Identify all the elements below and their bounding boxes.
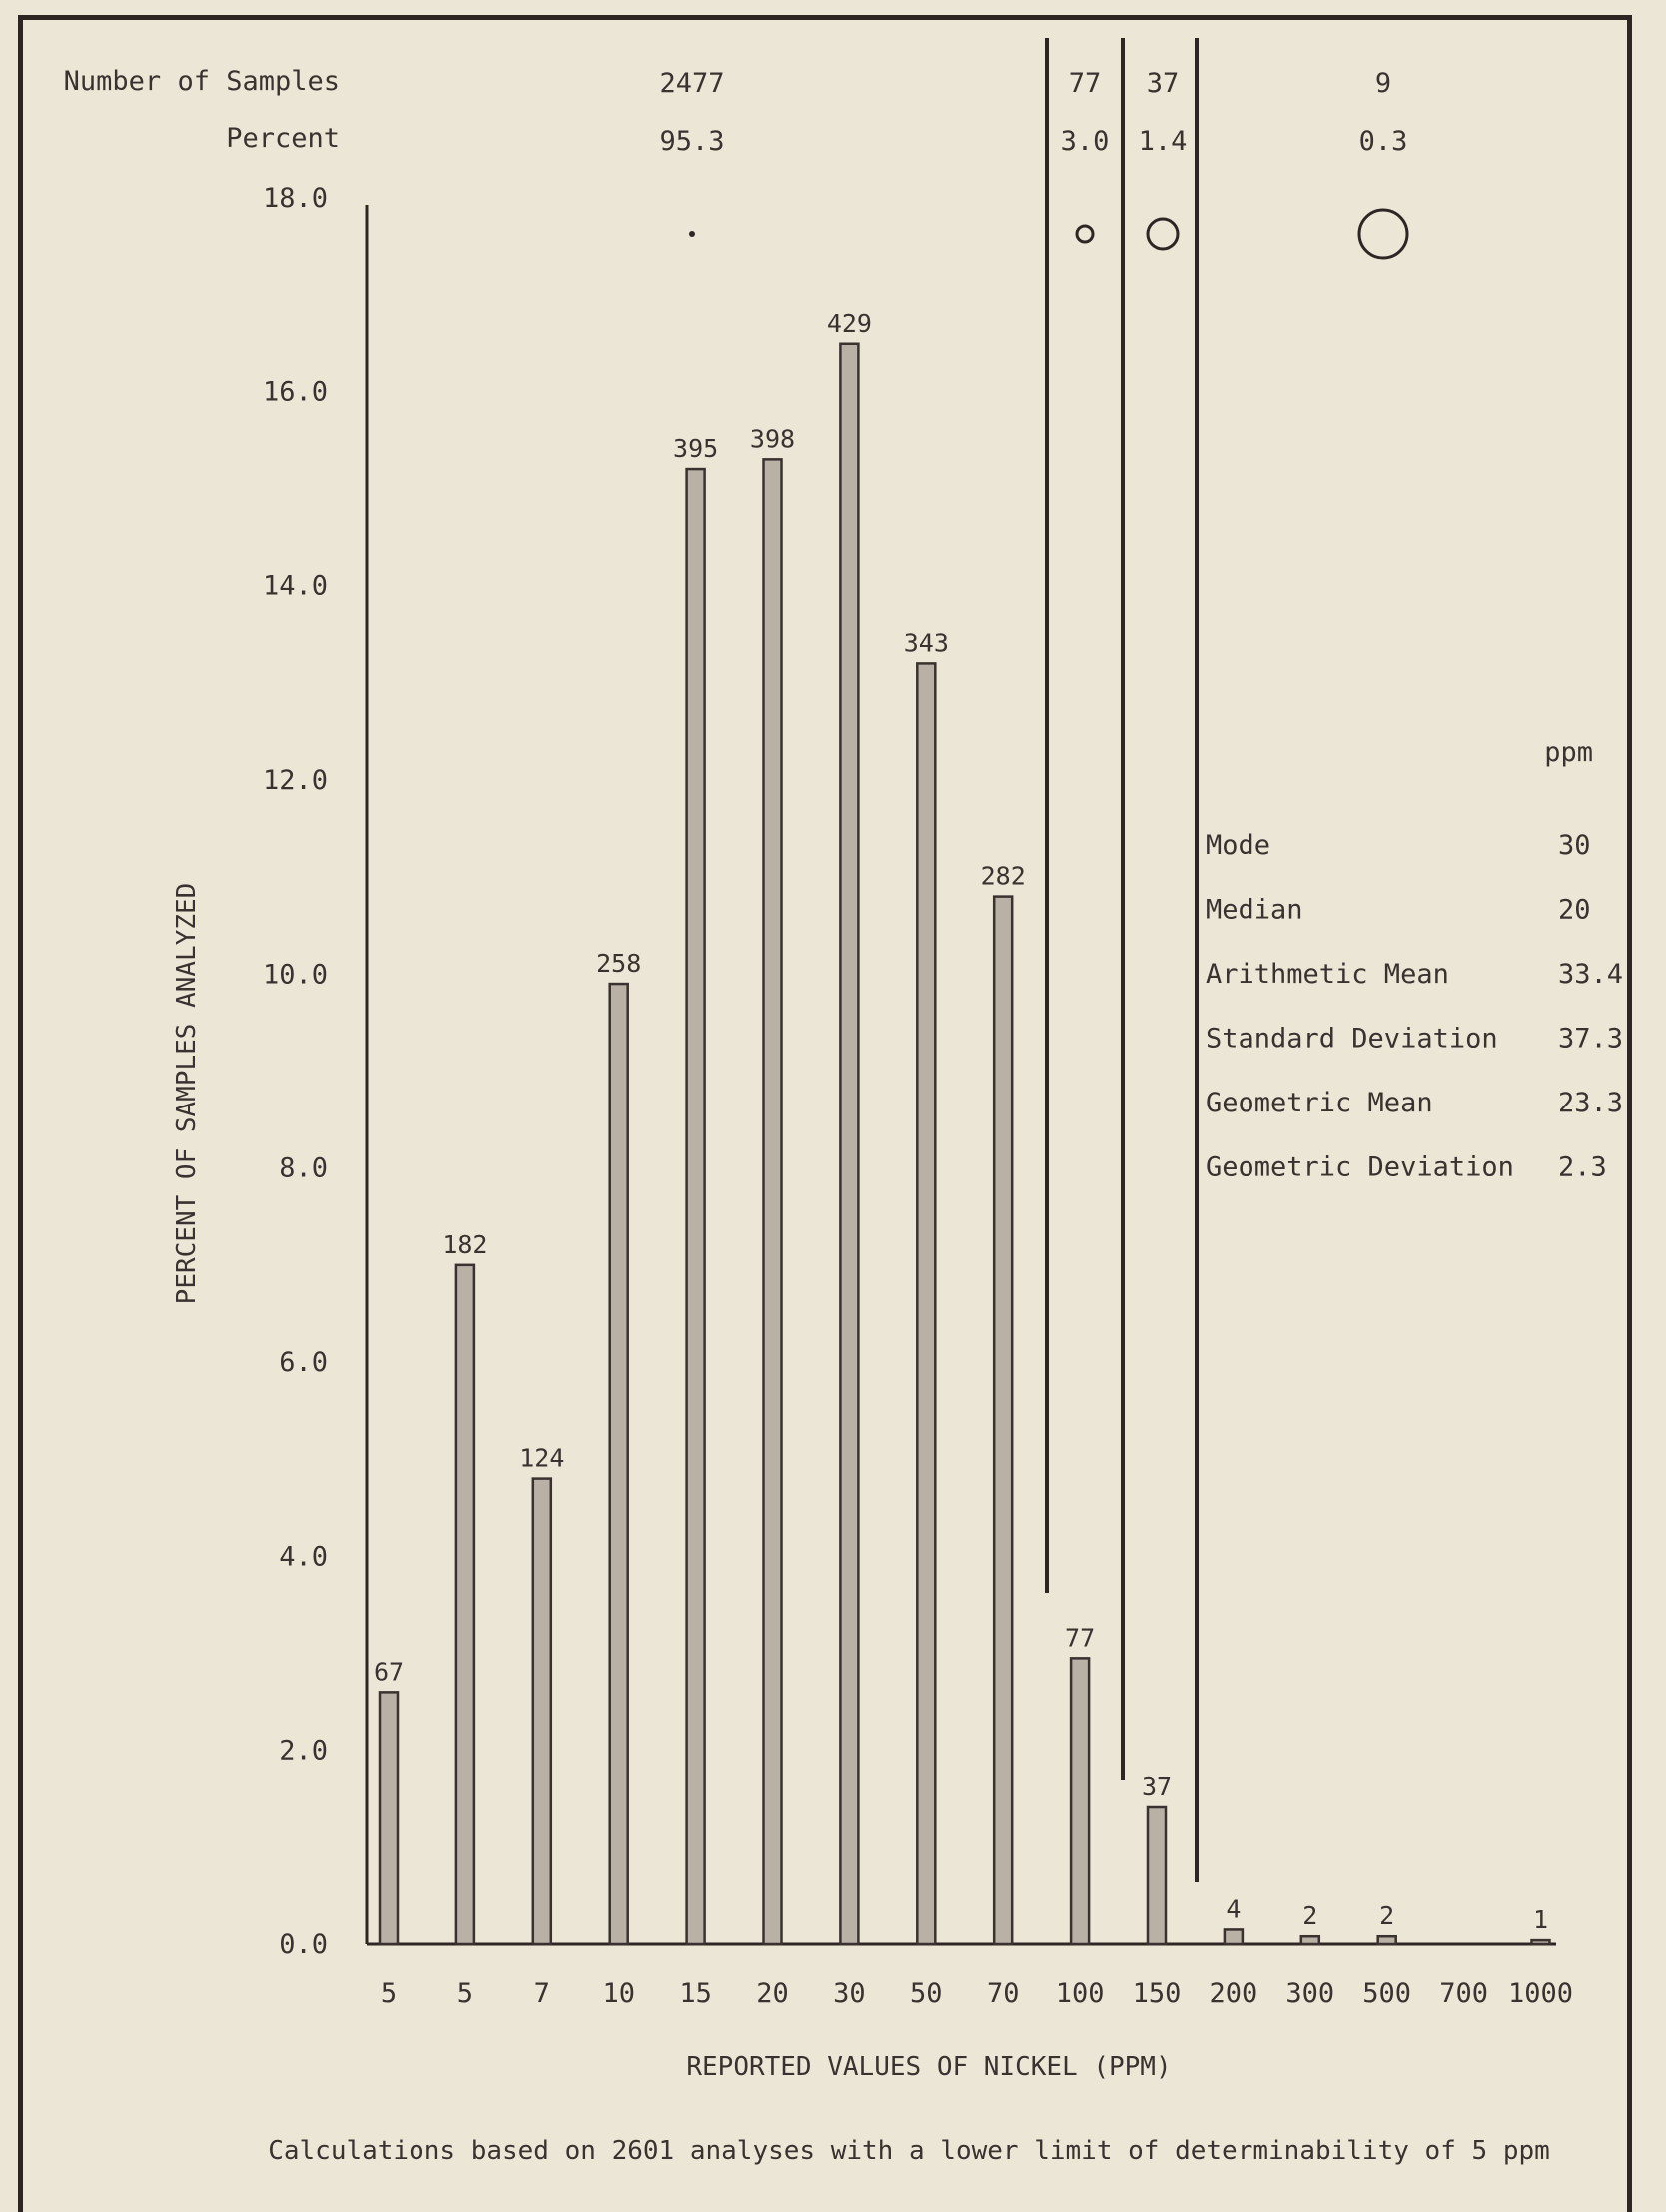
y-tick-label: 10.0 [263, 959, 328, 990]
group-percent: 0.3 [1359, 126, 1408, 157]
x-tick-label: 30 [833, 1978, 866, 2009]
group-percent: 95.3 [659, 126, 724, 157]
y-tick-label: 0.0 [279, 1929, 328, 1960]
bar-count-label: 37 [1142, 1772, 1172, 1801]
y-tick-label: 16.0 [263, 376, 328, 407]
summary-row-label-count: Number of Samples [64, 66, 340, 97]
group-percent: 3.0 [1061, 126, 1110, 157]
x-tick-label: 5 [457, 1978, 473, 2009]
bar-count-label: 398 [750, 424, 795, 453]
bar [608, 982, 629, 1946]
group-sample-count: 2477 [659, 68, 724, 99]
statistic-label: Mode [1206, 830, 1270, 861]
x-tick-label: 70 [987, 1978, 1020, 2009]
group-symbol [1357, 208, 1409, 260]
x-tick-label: 700 [1439, 1978, 1488, 2009]
bar-count-label: 2 [1302, 1901, 1317, 1930]
x-tick-label: 7 [534, 1978, 550, 2009]
x-tick-label: 1000 [1508, 1978, 1573, 2009]
statistic-value: 37.3 [1558, 1024, 1623, 1055]
statistics-unit: ppm [1544, 737, 1593, 768]
bar [1223, 1928, 1245, 1946]
bar-count-label: 282 [981, 862, 1026, 891]
bar [531, 1477, 553, 1946]
x-tick-label: 300 [1285, 1978, 1334, 2009]
y-tick-label: 8.0 [279, 1153, 328, 1184]
bar [378, 1691, 400, 1946]
statistic-label: Median [1206, 895, 1303, 926]
bar-count-label: 4 [1226, 1894, 1241, 1923]
x-tick-label: 500 [1362, 1978, 1411, 2009]
summary-header: Number of Samples Percent 2477 95.3 77 3.0 37 1… [64, 66, 1409, 260]
statistic-value: 30 [1558, 830, 1591, 861]
group-sample-count: 9 [1375, 68, 1391, 99]
statistic-label: Arithmetic Mean [1206, 959, 1449, 990]
group-symbol [1146, 217, 1180, 251]
x-tick-label: 100 [1056, 1978, 1105, 2009]
bar [1069, 1657, 1091, 1946]
y-tick-label: 6.0 [279, 1347, 328, 1378]
bar [454, 1263, 476, 1946]
y-tick-label: 12.0 [263, 765, 328, 796]
x-tick-label: 5 [381, 1978, 397, 2009]
group-symbol [689, 231, 695, 237]
bars [378, 342, 1551, 1946]
bar-count-label: 395 [673, 434, 718, 463]
y-axis-title: PERCENT OF SAMPLES ANALYZED [172, 883, 202, 1305]
bar [1376, 1934, 1397, 1946]
statistics-table: ppm Mode 30 Median 20 Arithmetic Mean 33.4 Stan… [1206, 737, 1623, 1183]
statistic-label: Geometric Mean [1206, 1088, 1433, 1118]
bar-count-label: 77 [1065, 1623, 1095, 1652]
bar-count-label: 429 [827, 309, 872, 338]
statistic-value: 33.4 [1558, 959, 1623, 990]
x-tick-label: 150 [1133, 1978, 1182, 2009]
y-tick-label: 2.0 [279, 1736, 328, 1767]
bar-count-label: 182 [442, 1230, 487, 1259]
group-percent: 1.4 [1139, 126, 1188, 157]
group-sample-count: 37 [1147, 68, 1180, 99]
x-tick-label: 15 [679, 1978, 712, 2009]
x-tick-label: 50 [910, 1978, 943, 2009]
x-tick-label: 20 [756, 1978, 789, 2009]
footnote: Calculations based on 2601 analyses with… [268, 2136, 1550, 2166]
bar [1530, 1938, 1551, 1946]
statistic-label: Standard Deviation [1206, 1024, 1498, 1055]
statistic-value: 23.3 [1558, 1088, 1623, 1118]
bar-count-label: 2 [1379, 1901, 1394, 1930]
bar [992, 895, 1014, 1946]
bar [916, 662, 937, 1946]
group-symbol [1075, 224, 1095, 244]
bar-count-label: 258 [596, 949, 641, 978]
bar-count-label: 1 [1533, 1905, 1548, 1934]
statistic-value: 20 [1558, 895, 1591, 926]
axes: 0.0 2.0 4.0 6.0 8.0 10.0 12.0 14.0 16.0 18.0 [263, 38, 1556, 1960]
bar-count-label: 124 [519, 1444, 564, 1473]
statistic-label: Geometric Deviation [1206, 1152, 1514, 1183]
x-axis-title: REPORTED VALUES OF NICKEL (PPM) [686, 2052, 1171, 2082]
y-tick-label: 4.0 [279, 1541, 328, 1572]
bar [839, 342, 860, 1946]
bar [685, 467, 706, 1946]
bar [1299, 1934, 1321, 1946]
bar-count-label: 67 [374, 1657, 404, 1686]
x-tick-label: 10 [602, 1978, 635, 2009]
bar [762, 458, 783, 1946]
y-tick-label: 14.0 [263, 571, 328, 602]
bar-count-label: 343 [904, 628, 949, 657]
group-sample-count: 77 [1069, 68, 1102, 99]
summary-row-label-percent: Percent [226, 123, 340, 154]
statistic-value: 2.3 [1558, 1152, 1607, 1183]
y-tick-label: 18.0 [263, 183, 328, 214]
chart-frame [18, 15, 1632, 2212]
bar [1146, 1805, 1168, 1946]
x-tick-label: 200 [1210, 1978, 1258, 2009]
labels: 6751825124725810395153982042930343502827… [374, 309, 1573, 2009]
